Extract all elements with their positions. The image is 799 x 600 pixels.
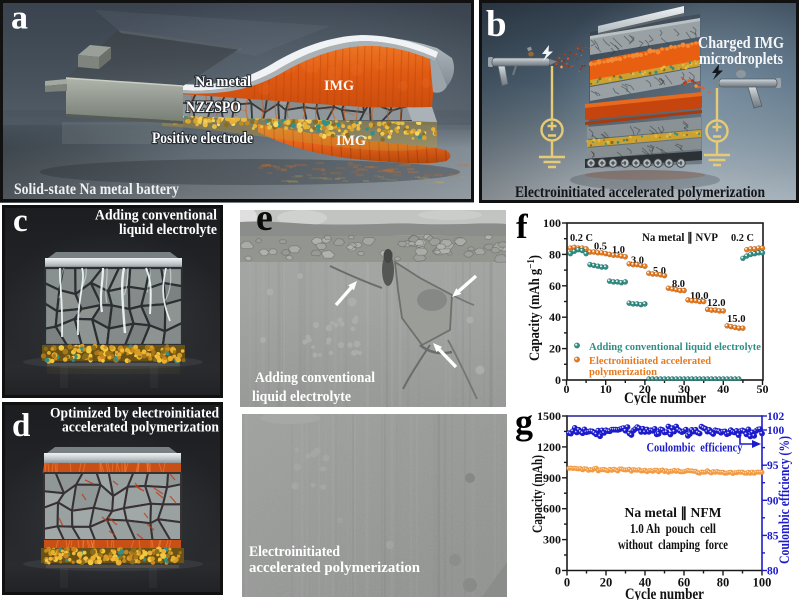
svg-text:100: 100 [753, 576, 772, 590]
svg-text:0: 0 [555, 373, 561, 387]
svg-text:300: 300 [543, 533, 561, 547]
svg-text:80: 80 [717, 576, 730, 590]
svg-text:g: g [515, 405, 533, 442]
svg-text:90: 90 [767, 495, 779, 507]
svg-text:12.0: 12.0 [707, 297, 726, 309]
svg-text:40: 40 [639, 576, 652, 590]
svg-text:Na metal: Na metal [195, 74, 251, 90]
svg-text:100: 100 [767, 425, 785, 437]
svg-text:20: 20 [600, 576, 613, 590]
svg-text:50: 50 [757, 382, 769, 396]
svg-text:0: 0 [564, 576, 570, 590]
svg-text:a: a [11, 0, 28, 37]
svg-text:Na metal ∥ NFM: Na metal ∥ NFM [625, 505, 722, 521]
svg-text:900: 900 [543, 471, 561, 485]
svg-text:Coulombic efficiency (%): Coulombic efficiency (%) [777, 436, 793, 564]
svg-text:Charged IMG: Charged IMG [698, 33, 784, 52]
svg-text:20: 20 [639, 382, 651, 396]
svg-text:0.2 C: 0.2 C [731, 232, 754, 244]
svg-text:600: 600 [543, 502, 561, 516]
svg-text:100: 100 [543, 216, 561, 230]
svg-text:20: 20 [549, 342, 561, 356]
svg-text:40: 40 [549, 310, 561, 324]
svg-text:60: 60 [678, 576, 691, 590]
svg-text:0: 0 [564, 382, 570, 396]
svg-text:102: 102 [767, 411, 785, 423]
svg-text:IMG: IMG [324, 78, 354, 94]
svg-text:85: 85 [767, 530, 779, 542]
svg-text:without clamping force: without clamping force [618, 537, 728, 552]
svg-text:Solid-state Na metal battery: Solid-state Na metal battery [14, 181, 179, 198]
svg-text:Adding conventional liquid ele: Adding conventional liquid electrolyte [589, 341, 761, 353]
svg-text:10: 10 [600, 382, 612, 396]
svg-text:f: f [516, 207, 528, 246]
svg-text:Positive electrode: Positive electrode [152, 130, 253, 147]
svg-text:Adding conventional: Adding conventional [255, 370, 375, 386]
svg-text:Optimized by electroinitiated: Optimized by electroinitiated [50, 406, 220, 422]
svg-text:Capacity (mAh g−1): Capacity (mAh g−1) [526, 255, 543, 361]
svg-text:polymerization: polymerization [589, 366, 657, 378]
svg-text:0.5: 0.5 [594, 240, 607, 252]
svg-text:accelerated polymerization: accelerated polymerization [62, 420, 220, 436]
svg-text:b: b [486, 4, 507, 45]
svg-text:60: 60 [549, 279, 561, 293]
svg-text:Electroinitiated: Electroinitiated [249, 544, 340, 560]
svg-text:1200: 1200 [537, 440, 561, 454]
svg-text:1.0 Ah pouch cell: 1.0 Ah pouch cell [630, 521, 716, 536]
svg-text:Coulombic efficiency: Coulombic efficiency [647, 440, 743, 455]
svg-text:80: 80 [549, 247, 561, 261]
svg-text:1.0: 1.0 [612, 244, 625, 256]
svg-text:accelerated polymerization: accelerated polymerization [249, 560, 420, 576]
svg-text:15.0: 15.0 [727, 313, 746, 325]
svg-text:IMG: IMG [336, 133, 366, 149]
svg-text:30: 30 [678, 382, 690, 396]
svg-text:Adding conventional: Adding conventional [95, 208, 217, 224]
svg-text:Capacity (mAh): Capacity (mAh) [530, 455, 546, 533]
svg-text:Cycle number: Cycle number [625, 586, 704, 600]
svg-text:microdroplets: microdroplets [699, 49, 783, 68]
svg-text:NZZSPO: NZZSPO [186, 99, 241, 116]
svg-text:e: e [256, 210, 273, 239]
svg-text:0.2 C: 0.2 C [570, 232, 593, 244]
svg-text:liquid electrolyte: liquid electrolyte [119, 222, 217, 238]
svg-text:40: 40 [717, 382, 729, 396]
svg-text:Electroinitiated accelerated p: Electroinitiated accelerated polymerizat… [515, 184, 765, 201]
svg-text:Cycle number: Cycle number [624, 390, 706, 405]
svg-text:d: d [12, 408, 30, 444]
svg-text:0: 0 [555, 564, 561, 578]
svg-text:Electroinitiated accelerated: Electroinitiated accelerated [589, 355, 711, 367]
svg-text:95: 95 [767, 460, 779, 472]
svg-text:1500: 1500 [537, 409, 561, 423]
svg-text:liquid electrolyte: liquid electrolyte [252, 389, 352, 405]
svg-text:80: 80 [767, 566, 779, 578]
svg-text:c: c [13, 205, 28, 239]
svg-text:Na metal ∥ NVP: Na metal ∥ NVP [642, 231, 718, 244]
svg-text:8.0: 8.0 [672, 278, 685, 290]
